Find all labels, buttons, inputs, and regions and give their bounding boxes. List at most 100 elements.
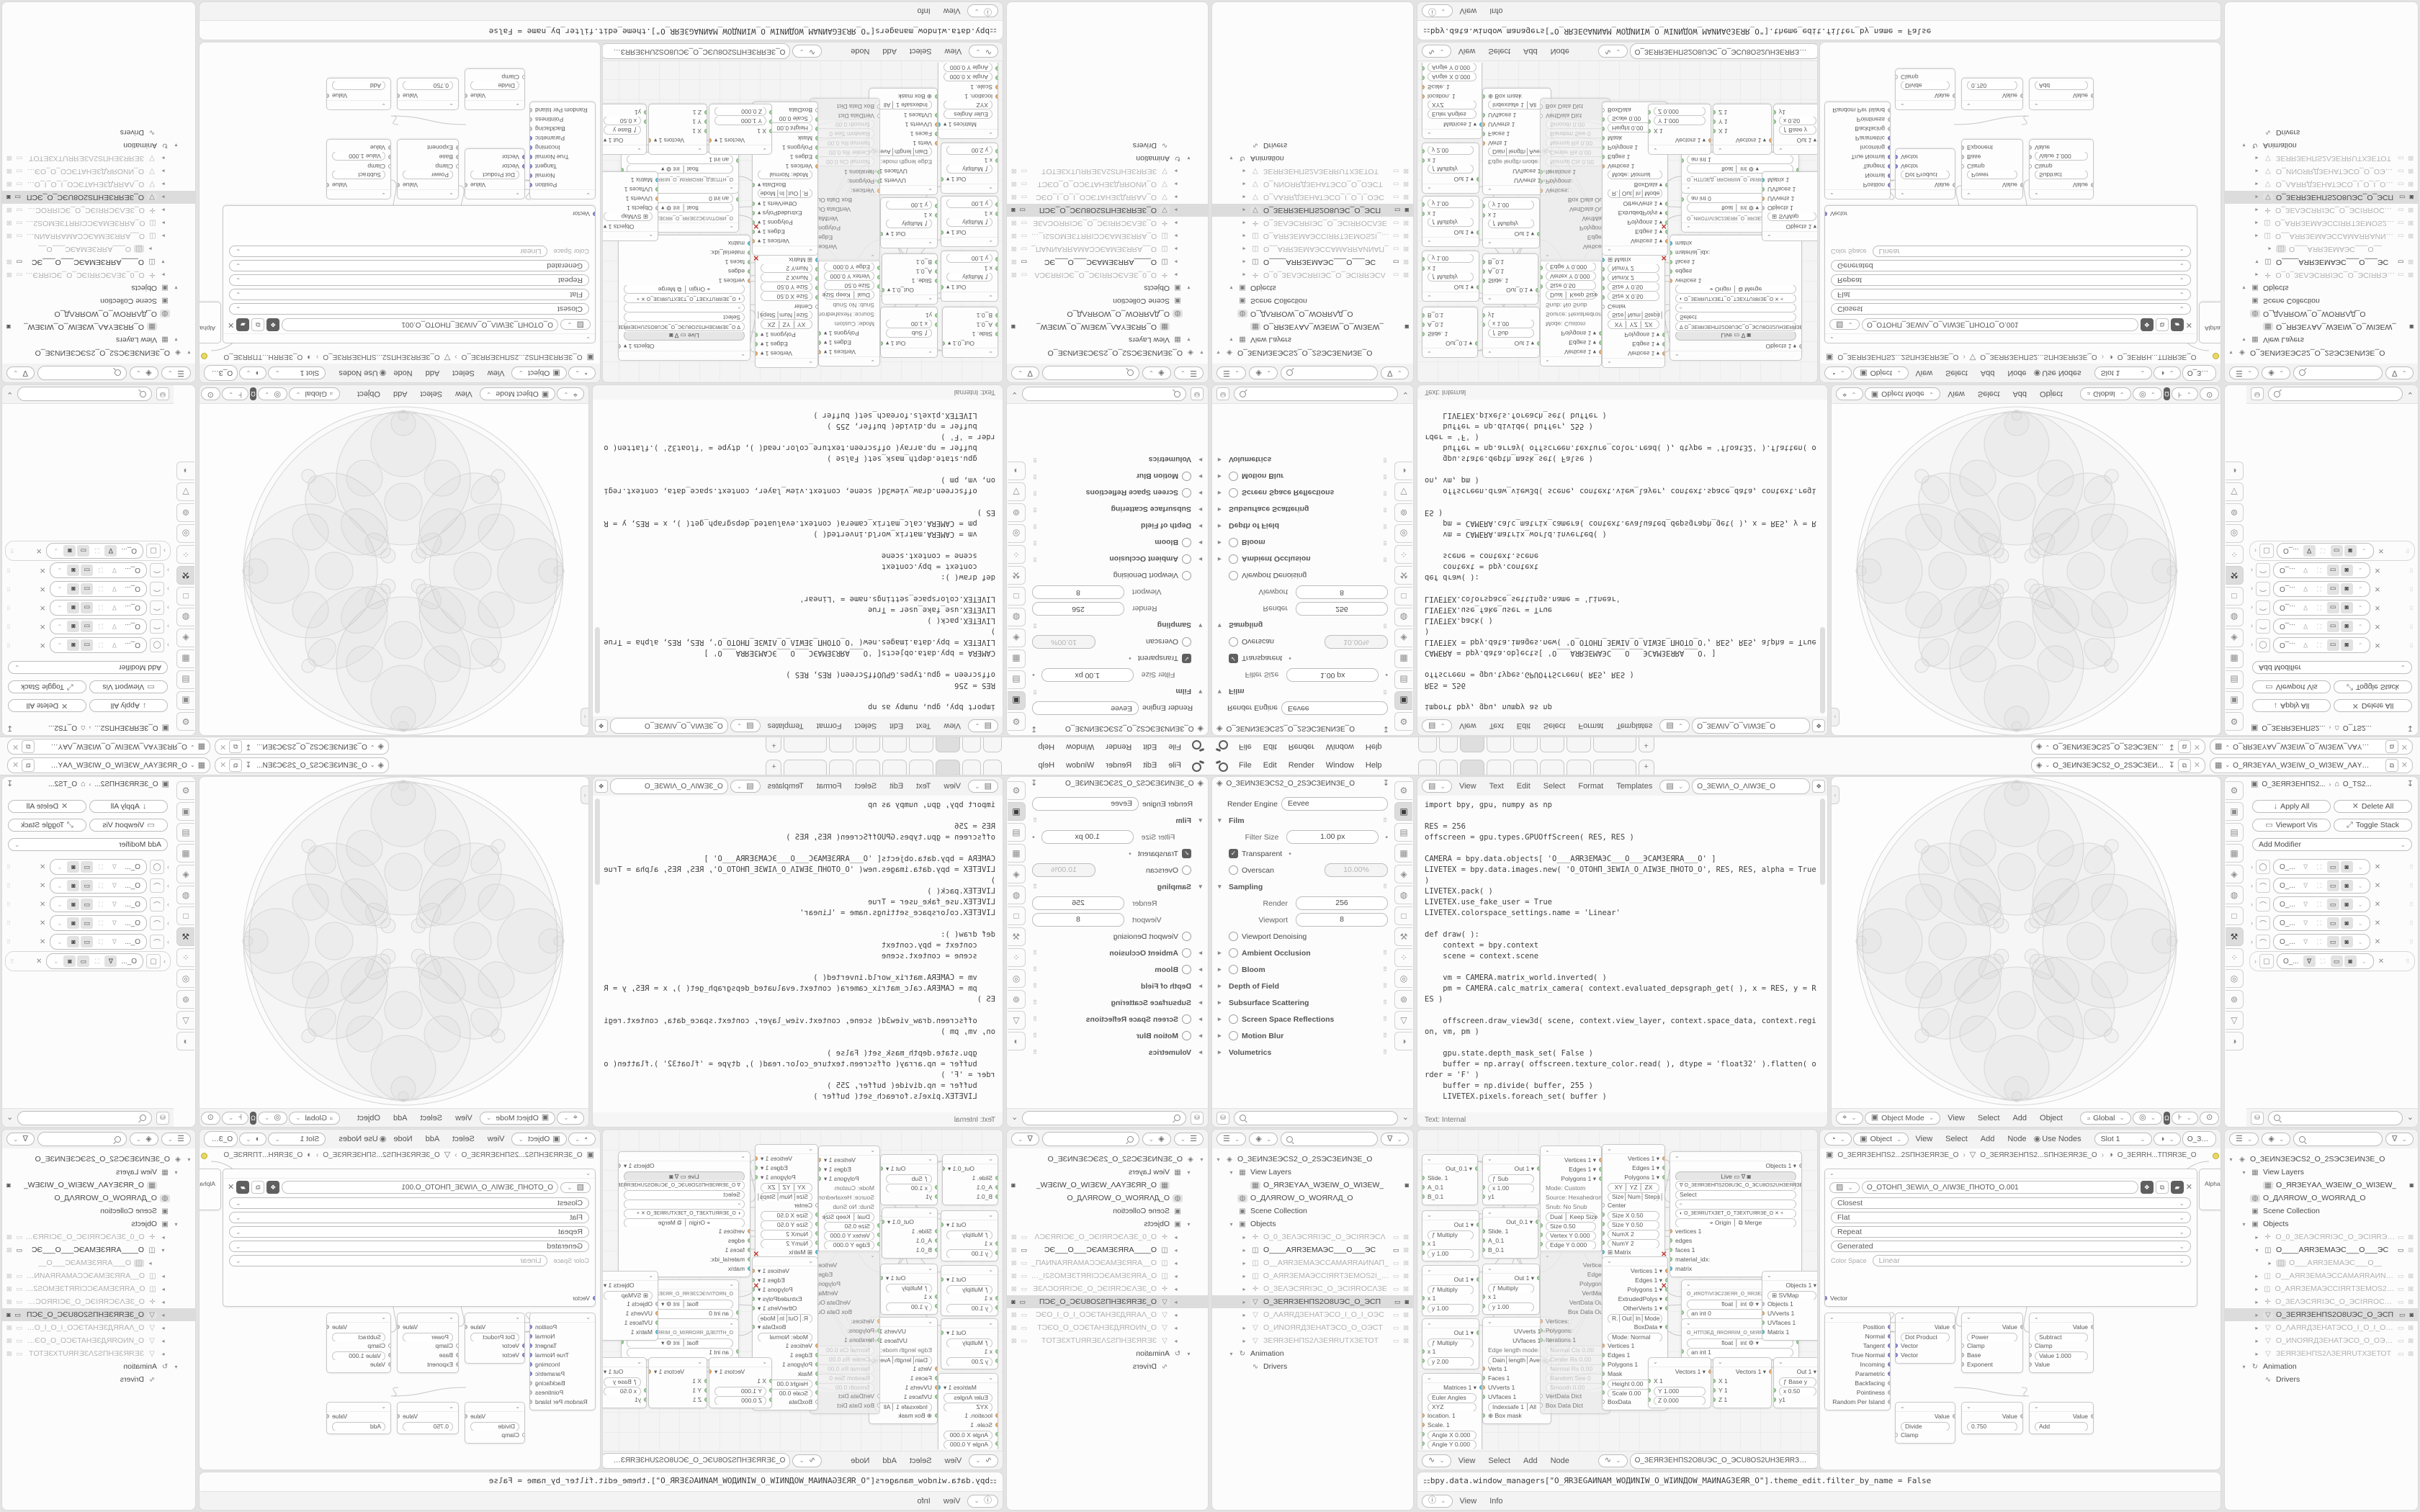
property-value[interactable]: Eevee xyxy=(1281,701,1388,715)
properties-tab[interactable]: ◑ xyxy=(1394,1032,1412,1050)
properties-tab[interactable]: ◑ xyxy=(2226,462,2244,480)
expand-caret[interactable]: ▾ xyxy=(1187,284,1191,292)
editor-type-button[interactable]: ☰ ⌄ xyxy=(161,1133,191,1146)
node-header[interactable]: ⌄ xyxy=(1603,246,1667,255)
modifier-name[interactable]: O_... xyxy=(125,603,140,612)
datablock-name[interactable]: O____АЯRЗЕМАЭC___O___ЭC xyxy=(2276,258,2389,266)
properties-tab[interactable]: ◈ xyxy=(176,629,194,647)
node-row[interactable]: faces 1 xyxy=(1670,257,1801,266)
input-socket[interactable] xyxy=(995,1413,998,1418)
expand-caret[interactable]: › xyxy=(167,863,169,870)
input-socket[interactable] xyxy=(388,1344,390,1348)
node-row[interactable]: Vertices xyxy=(1541,1261,1610,1270)
node-row[interactable]: Value xyxy=(2030,143,2093,152)
output-socket[interactable] xyxy=(530,174,532,178)
expand-caret[interactable]: ▾ xyxy=(1229,284,1233,292)
input-socket[interactable] xyxy=(1762,1302,1765,1306)
folder-icon[interactable]: ▰ xyxy=(2170,1181,2184,1194)
property-row[interactable]: ▸ Volumetrics ⠿ xyxy=(1212,451,1394,468)
mask-funnel-toggle[interactable]: ∇ xyxy=(112,937,117,945)
input-socket[interactable] xyxy=(1483,1185,1485,1189)
node-row[interactable]: ⊞ SVMap xyxy=(603,212,658,222)
drag-dots-icon[interactable]: ⠿ xyxy=(6,938,11,945)
hide-render-icon[interactable]: ⊠ xyxy=(1011,1272,1017,1279)
viewport-visibility-toggle[interactable]: ▭ xyxy=(2326,621,2339,632)
expand-caret[interactable]: ▾ xyxy=(1200,349,1204,356)
workspace-tab[interactable] xyxy=(882,737,908,752)
input-socket[interactable] xyxy=(877,1403,879,1408)
modifier-row[interactable]: › ◯ O_... ∇ ⛶ ▭ ◙ ⌄ ✕ ⠿ xyxy=(2246,636,2418,654)
viewport-visibility-toggle[interactable]: ▭ xyxy=(81,899,94,910)
outliner-row[interactable]: ▾ ▦ View Layers xyxy=(1007,1166,1208,1179)
datablock-name[interactable]: Scene Collection xyxy=(2263,297,2320,305)
property-value[interactable]: 8 xyxy=(1296,585,1388,599)
mask-funnel-toggle[interactable]: ∇ xyxy=(112,604,117,612)
node-row[interactable]: vertices 1 xyxy=(619,1227,750,1236)
viewport-menu[interactable]: Object xyxy=(357,390,380,399)
properties-tab[interactable]: ⁘ xyxy=(2226,948,2244,967)
workspace-tab[interactable] xyxy=(983,737,1003,752)
node-row[interactable]: UVverts 1 xyxy=(1483,1383,1551,1392)
node-header[interactable]: ⌄ xyxy=(1962,1403,2022,1412)
viewport-menu[interactable]: Object xyxy=(2040,390,2063,399)
node-row[interactable]: x 1 xyxy=(941,209,998,218)
shield-icon[interactable]: ❖ xyxy=(594,780,608,793)
datablock-name[interactable]: O_АЯRЗЕМАЭCCIЯRТЗЕМОS2I_O_ xyxy=(1030,1272,1157,1280)
node-row[interactable]: X 1 xyxy=(649,126,707,135)
mask-funnel-toggle[interactable]: ∇ xyxy=(104,955,117,967)
node-row[interactable]: Box Data Dict xyxy=(1541,102,1610,111)
toggle[interactable] xyxy=(1229,472,1238,481)
node[interactable]: ⌄ Out 1 ▾ ƒ Sub xyxy=(1482,1154,1540,1205)
shader-menu[interactable]: Node xyxy=(2007,1135,2027,1143)
blender-logo-icon[interactable] xyxy=(1191,760,1205,772)
text-editor-menu[interactable]: Format xyxy=(816,721,842,730)
node-row[interactable]: Vertices 1 ▾ xyxy=(819,347,879,356)
output-socket[interactable] xyxy=(530,1353,532,1357)
delete-modifier-icon[interactable]: ✕ xyxy=(2378,957,2385,966)
input-socket[interactable] xyxy=(877,104,879,109)
node-editor-sverchok[interactable]: ⌄ Out_0.1 ▾ Slide. 1 xyxy=(602,1129,1003,1470)
node[interactable]: ⌄ Position Normal xyxy=(1824,1313,1891,1410)
outliner-row[interactable]: ▸ ▽ O_ИNОЯRДЗЕНАТЭCО_O_ОЭCТ ▭ ⊠ xyxy=(1212,178,1413,191)
node-row[interactable]: Source: Hexahedron xyxy=(1541,1193,1601,1202)
node-row[interactable]: Random See 0 xyxy=(1541,130,1610,139)
properties-tab[interactable]: ▤ xyxy=(176,670,194,689)
output-socket[interactable] xyxy=(1662,342,1664,346)
input-socket[interactable] xyxy=(1422,158,1425,163)
datablock-name[interactable]: Scene Collection xyxy=(100,1207,157,1215)
options-dropdown-icon[interactable]: ⌄ xyxy=(1011,390,1018,399)
node-row[interactable]: Y 1 xyxy=(649,117,707,126)
filter-dropdown[interactable]: ∇ ⌄ xyxy=(1381,1133,1409,1146)
expand-caret[interactable]: ▾ xyxy=(1218,883,1222,890)
node[interactable]: ⌄ Vertices 1 ▾ Edges 1 ▾ xyxy=(755,251,818,368)
node-row[interactable]: material_idx: xyxy=(1670,1255,1801,1264)
hide-render-icon[interactable]: ⊠ xyxy=(1011,258,1017,266)
node[interactable]: ⌄ Value Divide xyxy=(1895,68,1955,110)
viewport-visibility-toggle[interactable]: ▭ xyxy=(2326,583,2339,595)
node-header[interactable]: ⌄ xyxy=(1422,1319,1479,1328)
node-row[interactable]: Out_0.1 ▾ xyxy=(943,338,998,348)
property-row[interactable]: ▾ Sampling ⠿ xyxy=(1026,617,1208,634)
close-icon[interactable]: ✕ xyxy=(228,320,235,330)
drag-dots-icon[interactable]: ⠿ xyxy=(1383,1049,1388,1056)
new-scene-button[interactable]: ⧉ xyxy=(2177,740,2191,753)
node-row[interactable]: Subtract xyxy=(327,1332,390,1341)
drag-dots-icon[interactable]: ⠿ xyxy=(1032,817,1037,824)
outliner-row[interactable]: ▾ ◫ O____АЯRЗЕМАЭC___O___ЭC ▭ ⊠ xyxy=(2,1243,195,1256)
node-row[interactable]: location. 1 xyxy=(1422,91,1482,101)
shader-editor[interactable]: ◔ ⌄ ▣ Object ⌄ View Select Add Node ◉ Use Nodes… xyxy=(1819,1129,2221,1470)
snap-magnet-icon[interactable]: Ω xyxy=(2164,1111,2170,1125)
projection-dropdown[interactable]: Flat ⌄ xyxy=(229,1212,589,1223)
expand-caret[interactable]: ▸ xyxy=(2255,1233,2259,1241)
text-editor-menu[interactable]: Select xyxy=(854,721,877,730)
datablock-name[interactable]: O_0_ЗЕΛЭCЯRIЭC_O_ЭCIЯRЭCΛ xyxy=(2275,271,2395,279)
mask-funnel-toggle[interactable]: ∇ xyxy=(2303,881,2308,889)
node-row[interactable]: Value xyxy=(1962,1323,2022,1332)
input-socket[interactable] xyxy=(935,1238,937,1243)
expand-caret[interactable]: › xyxy=(167,901,169,908)
expand-caret[interactable]: ▸ xyxy=(1174,246,1178,253)
text-datablock-button[interactable]: ▤ ⌄ xyxy=(730,719,761,732)
node-tree-name-field[interactable]: O_ЗЕЯRЗЕНПS2O8UЭC_O_ЭCU8OS2UНЗЕЯRЗЕ_O xyxy=(602,43,791,60)
filter-toggle-icon[interactable]: ⛁ xyxy=(1216,387,1229,401)
node-row[interactable]: ⌖ Origin │ ⧉ Merge xyxy=(619,285,750,294)
